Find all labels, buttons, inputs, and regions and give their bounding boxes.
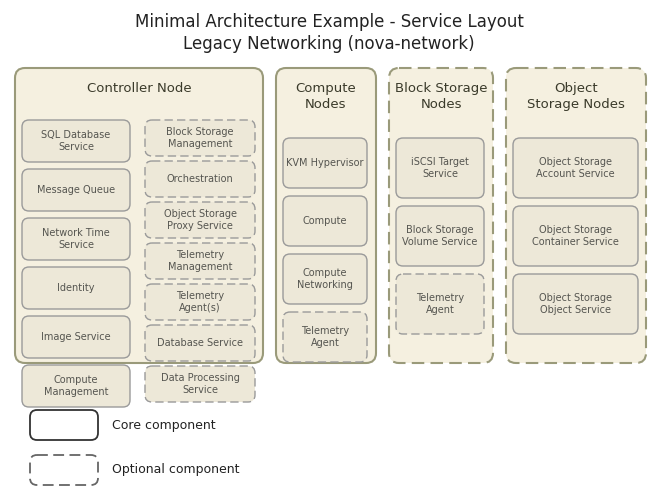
FancyBboxPatch shape [283,254,367,304]
FancyBboxPatch shape [283,312,367,362]
Text: Image Service: Image Service [41,332,111,342]
Text: Object Storage
Object Service: Object Storage Object Service [539,293,612,315]
FancyBboxPatch shape [513,206,638,266]
Text: Block Storage
Volume Service: Block Storage Volume Service [402,225,478,247]
Text: Block Storage
Nodes: Block Storage Nodes [395,82,488,111]
Text: Block Storage
Management: Block Storage Management [166,127,234,149]
Text: Message Queue: Message Queue [37,185,115,195]
Text: Object Storage
Account Service: Object Storage Account Service [536,157,615,179]
FancyBboxPatch shape [15,68,263,363]
FancyBboxPatch shape [22,365,130,407]
FancyBboxPatch shape [283,138,367,188]
FancyBboxPatch shape [30,410,98,440]
Text: Object
Storage Nodes: Object Storage Nodes [527,82,625,111]
Text: Telemetry
Agent(s): Telemetry Agent(s) [176,291,224,313]
Text: Compute
Nodes: Compute Nodes [295,82,357,111]
Text: Identity: Identity [57,283,95,293]
FancyBboxPatch shape [30,455,98,485]
Text: Compute
Management: Compute Management [43,375,109,397]
FancyBboxPatch shape [513,138,638,198]
FancyBboxPatch shape [283,196,367,246]
FancyBboxPatch shape [145,161,255,197]
FancyBboxPatch shape [506,68,646,363]
FancyBboxPatch shape [22,316,130,358]
FancyBboxPatch shape [145,284,255,320]
Text: Object Storage
Proxy Service: Object Storage Proxy Service [163,209,236,231]
Text: Orchestration: Orchestration [166,174,234,184]
FancyBboxPatch shape [145,202,255,238]
FancyBboxPatch shape [145,325,255,361]
FancyBboxPatch shape [22,120,130,162]
FancyBboxPatch shape [145,366,255,402]
FancyBboxPatch shape [145,120,255,156]
Text: Compute: Compute [303,216,347,226]
Text: Telemetry
Agent: Telemetry Agent [301,326,349,348]
Text: SQL Database
Service: SQL Database Service [41,130,111,152]
Text: Minimal Architecture Example - Service Layout: Minimal Architecture Example - Service L… [135,13,523,31]
Text: Legacy Networking (nova-network): Legacy Networking (nova-network) [183,35,475,53]
Text: Data Processing
Service: Data Processing Service [161,373,240,395]
FancyBboxPatch shape [22,218,130,260]
FancyBboxPatch shape [396,274,484,334]
Text: Core component: Core component [112,418,216,432]
FancyBboxPatch shape [22,169,130,211]
Text: Telemetry
Management: Telemetry Management [168,250,232,272]
Text: Optional component: Optional component [112,463,240,476]
FancyBboxPatch shape [396,206,484,266]
FancyBboxPatch shape [22,267,130,309]
Text: Network Time
Service: Network Time Service [42,228,110,250]
Text: iSCSI Target
Service: iSCSI Target Service [411,157,469,179]
Text: Controller Node: Controller Node [87,82,191,95]
Text: Compute
Networking: Compute Networking [297,268,353,290]
FancyBboxPatch shape [145,243,255,279]
Text: Object Storage
Container Service: Object Storage Container Service [532,225,619,247]
Text: KVM Hypervisor: KVM Hypervisor [286,158,364,168]
FancyBboxPatch shape [276,68,376,363]
FancyBboxPatch shape [513,274,638,334]
FancyBboxPatch shape [389,68,493,363]
FancyBboxPatch shape [396,138,484,198]
Text: Telemetry
Agent: Telemetry Agent [416,293,464,315]
Text: Database Service: Database Service [157,338,243,348]
